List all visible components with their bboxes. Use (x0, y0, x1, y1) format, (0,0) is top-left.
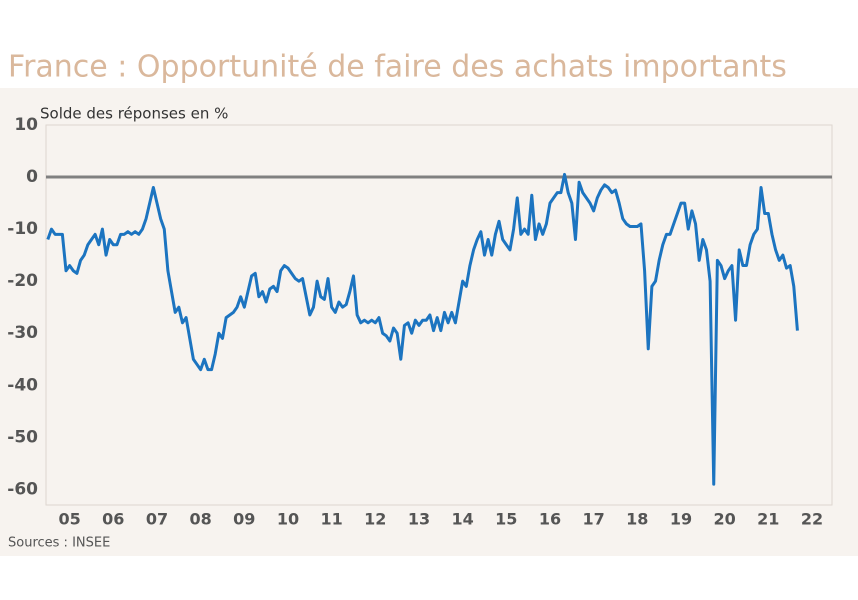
x-tick-label: 15 (495, 510, 517, 529)
y-tick-label: -20 (7, 271, 38, 291)
x-tick-label: 22 (801, 510, 823, 529)
x-tick-label: 16 (539, 510, 561, 529)
x-tick-label: 10 (277, 510, 299, 529)
y-tick-label: -50 (7, 427, 38, 447)
x-tick-label: 07 (146, 510, 168, 529)
x-tick-label: 08 (190, 510, 212, 529)
x-tick-label: 12 (364, 510, 386, 529)
y-tick-label: -40 (7, 375, 38, 395)
x-tick-label: 05 (59, 510, 81, 529)
y-tick-label: 10 (14, 115, 38, 135)
x-tick-label: 20 (714, 510, 736, 529)
x-tick-label: 18 (626, 510, 648, 529)
x-tick-label: 14 (452, 510, 474, 529)
y-tick-label: -10 (7, 219, 38, 239)
x-tick-label: 13 (408, 510, 430, 529)
x-tick-label: 21 (757, 510, 779, 529)
y-tick-label: -30 (7, 323, 38, 343)
x-tick-label: 19 (670, 510, 692, 529)
y-tick-label: -60 (7, 479, 38, 499)
source-note: Sources : INSEE (8, 536, 110, 551)
x-tick-label: 06 (102, 510, 124, 529)
y-axis-label: Solde des réponses en % (40, 105, 228, 123)
x-tick-label: 09 (233, 510, 255, 529)
x-tick-label: 11 (321, 510, 343, 529)
data-line (46, 172, 799, 486)
y-tick-label: 0 (26, 167, 38, 187)
chart-title: France : Opportunité de faire des achats… (8, 50, 787, 85)
x-tick-label: 17 (583, 510, 605, 529)
plot-area (45, 124, 833, 506)
